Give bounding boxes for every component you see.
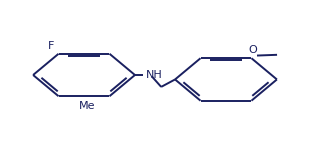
Text: Me: Me — [79, 101, 95, 111]
Text: F: F — [47, 41, 54, 51]
Text: NH: NH — [146, 70, 162, 80]
Text: O: O — [249, 45, 257, 54]
